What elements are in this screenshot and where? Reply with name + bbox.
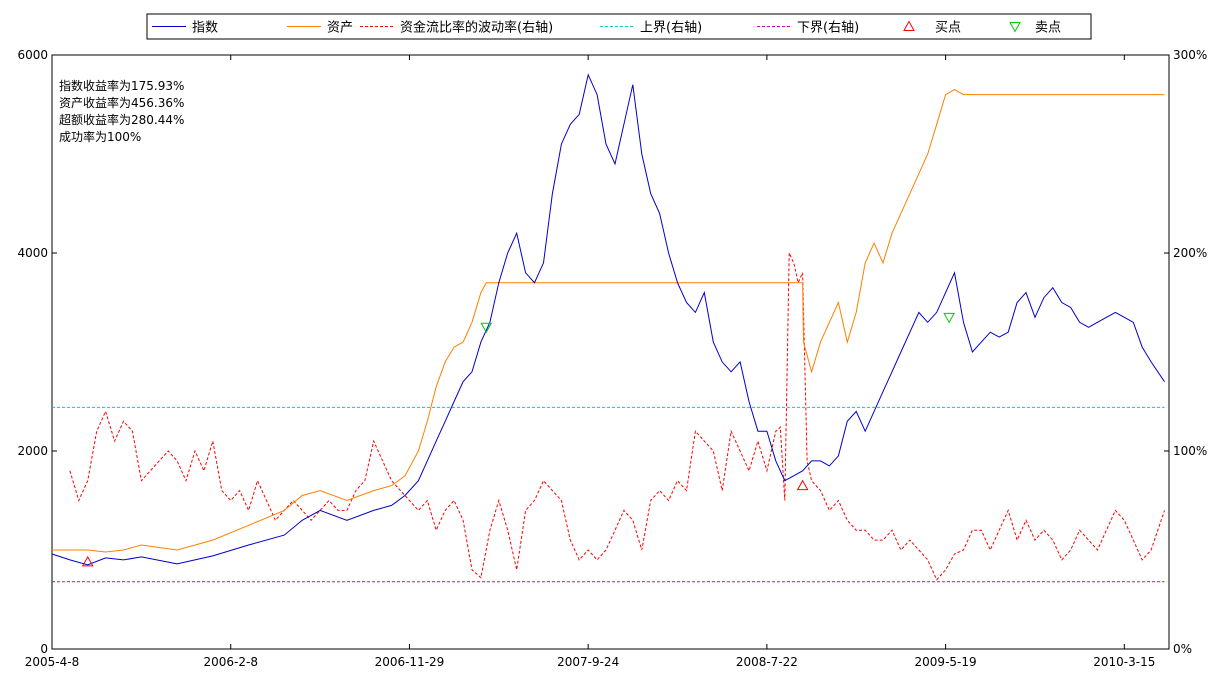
x-tick-label: 2006-11-29 — [375, 655, 445, 669]
legend-label: 资金流比率的波动率(右轴) — [400, 20, 553, 36]
y-left-tick-label: 2000 — [17, 444, 48, 458]
axis-layer: 0 2000 4000 6000 0% 100% 200% 300% 2005-4-8 2006-… — [17, 48, 1207, 669]
legend: 指数 资产 资金流比率的波动率(右轴) 上界(右轴) 下界(右轴) 买点 卖点 — [146, 13, 1092, 40]
plot-frame — [51, 54, 1170, 650]
series-line-2 — [69, 252, 1165, 581]
y-right-tick-label: 300% — [1173, 48, 1207, 62]
series-line-0 — [51, 73, 1165, 566]
y-left-tick-label: 0 — [40, 642, 48, 656]
annotation-text: 成功率为100% — [59, 129, 141, 144]
legend-label: 下界(右轴) — [797, 21, 859, 36]
y-right-tick-label: 0% — [1173, 642, 1192, 656]
x-tick-label: 2006-2-8 — [203, 655, 257, 669]
x-tick-label: 2007-9-24 — [557, 655, 619, 669]
series-line-1 — [52, 89, 1165, 553]
x-tick-label: 2005-4-8 — [25, 655, 79, 669]
annotation-text: 资产收益率为456.36% — [59, 95, 184, 110]
legend-swatch — [903, 20, 915, 31]
legend-label: 指数 — [192, 21, 218, 36]
x-tick-label: 2009-5-19 — [915, 655, 977, 669]
annotation-text: 指数收益率为175.93% — [59, 78, 184, 93]
y-left-tick-label: 4000 — [17, 246, 48, 260]
annotation-text: 超额收益率为280.44% — [59, 112, 184, 127]
x-tick-label: 2010-3-15 — [1093, 655, 1155, 669]
marker-layer — [81, 312, 956, 567]
sell-point-marker — [943, 312, 956, 324]
legend-label: 卖点 — [1035, 21, 1061, 36]
legend-swatch — [1009, 22, 1021, 33]
y-right-tick-label: 100% — [1173, 444, 1207, 458]
x-tick-label: 2008-7-22 — [736, 655, 798, 669]
legend-label: 上界(右轴) — [640, 21, 702, 36]
legend-label: 资产 — [327, 21, 353, 36]
series-layer — [51, 73, 1165, 583]
legend-label: 买点 — [935, 21, 961, 36]
sell-point-marker — [480, 322, 493, 334]
buy-point-marker — [81, 555, 94, 567]
y-right-tick-label: 200% — [1173, 246, 1207, 260]
annotations: 指数收益率为175.93% 资产收益率为456.36% 超额收益率为280.44% 成… — [59, 78, 184, 144]
y-left-tick-label: 6000 — [17, 48, 48, 62]
buy-point-marker — [796, 479, 809, 491]
